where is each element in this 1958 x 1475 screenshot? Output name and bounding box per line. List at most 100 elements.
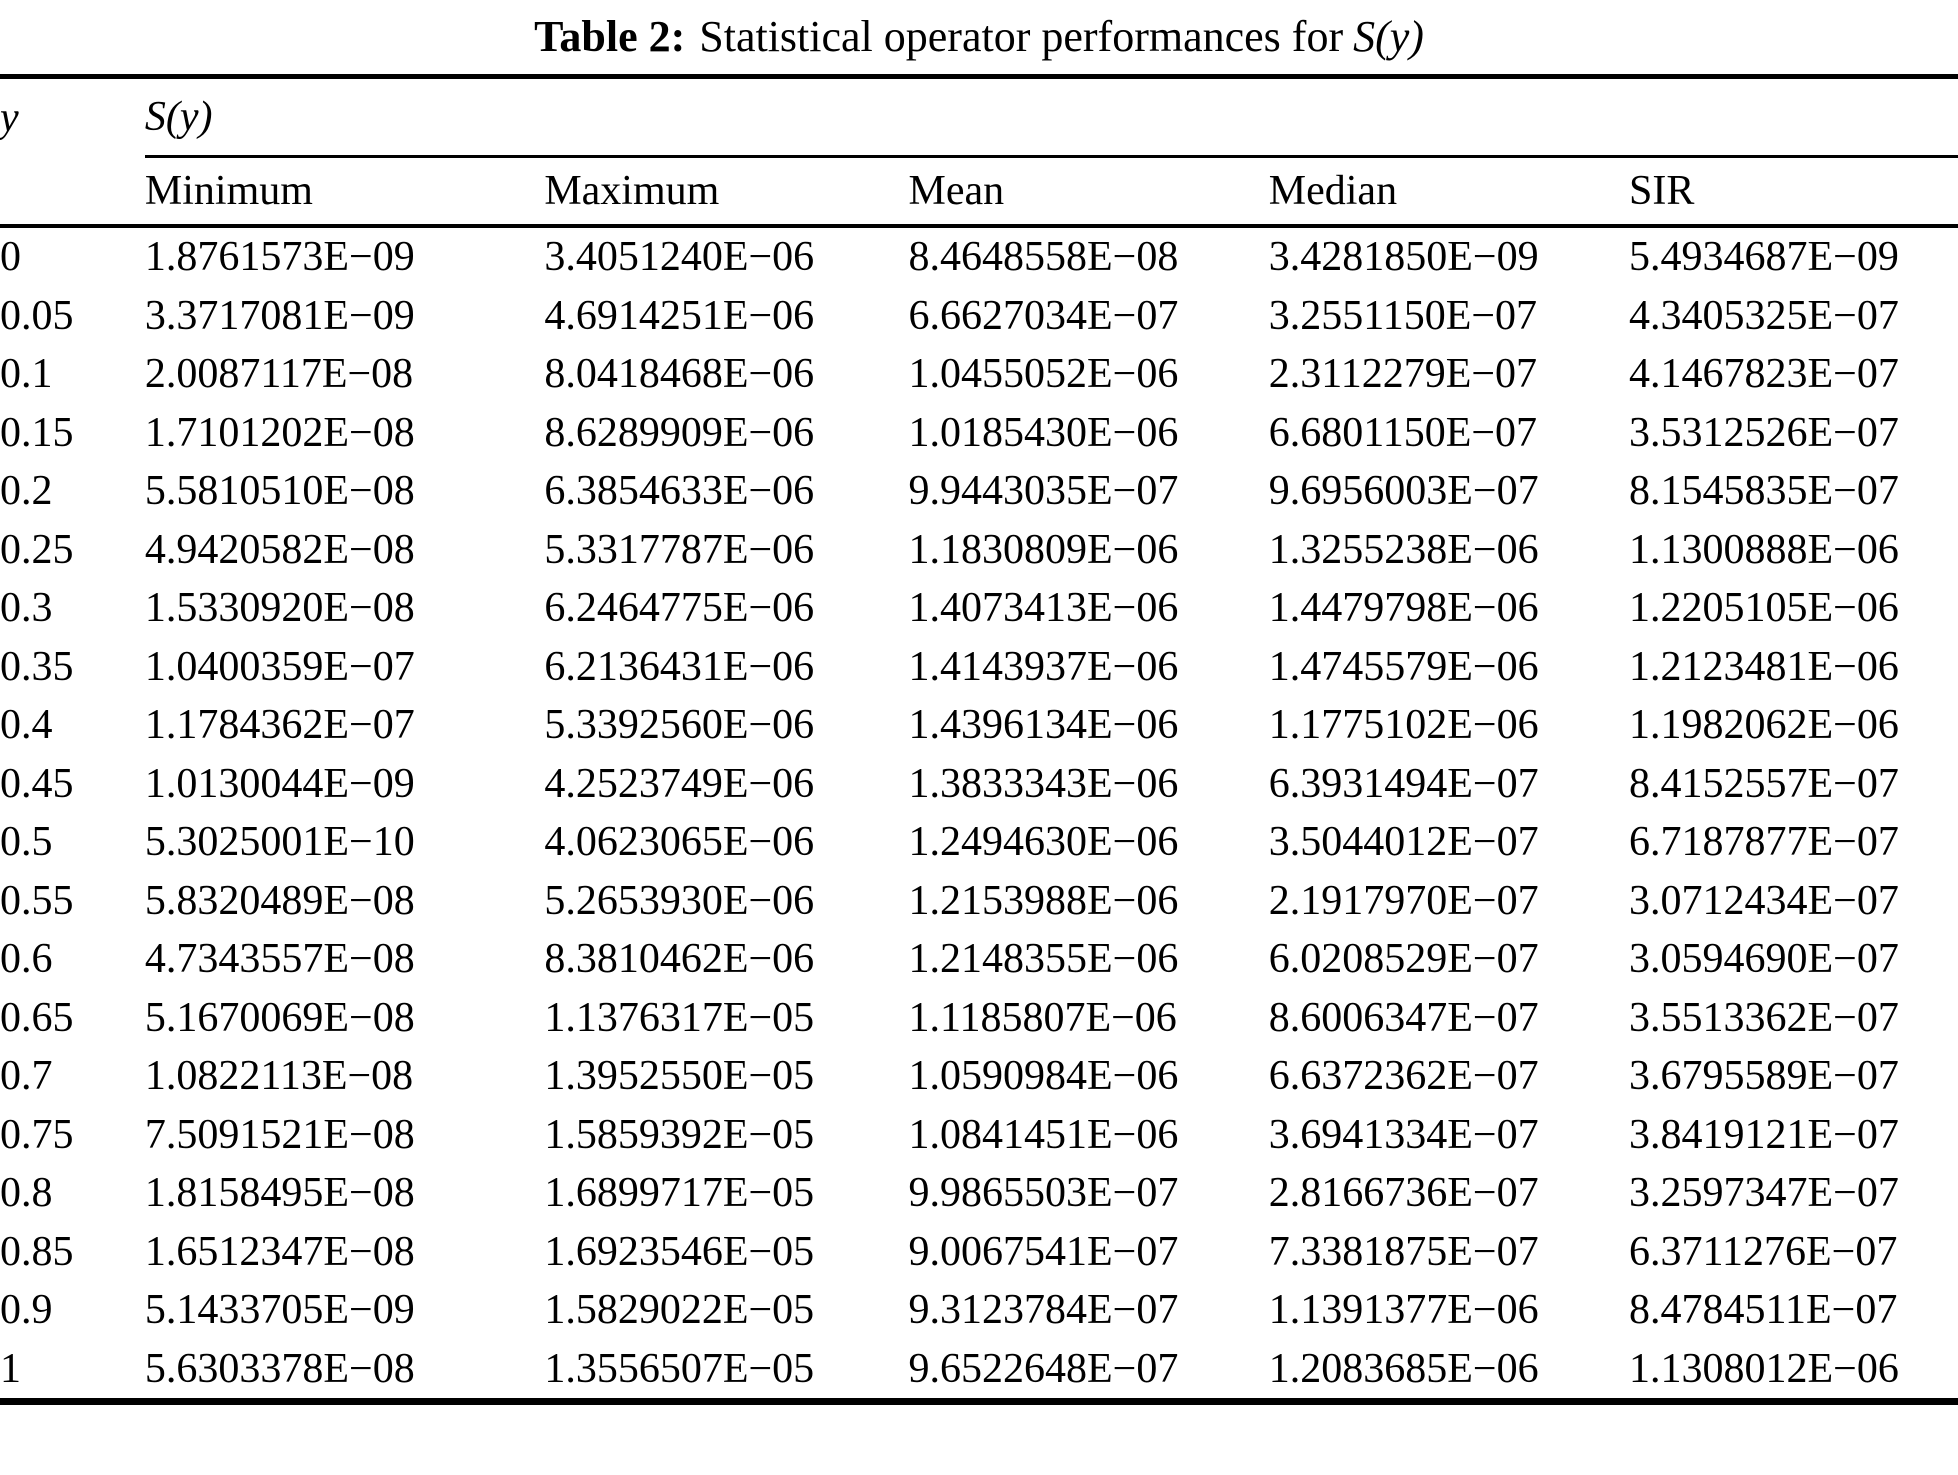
table-row: 0.85 1.6512347E−08 1.6923546E−05 9.0067541E… — [0, 1223, 1958, 1282]
table-row: 0.15 1.7101202E−08 8.6289909E−06 1.0185430E… — [0, 404, 1958, 463]
cell-value: 8.4648558E−08 — [908, 234, 1179, 281]
cell-value: 5.5810510E−08 — [144, 468, 415, 515]
cell-value: 8.1545835E−07 — [1629, 468, 1899, 515]
table-row: 0.9 5.1433705E−09 1.5829022E−05 9.3123784E−… — [0, 1281, 1958, 1340]
cell-value: 6.3931494E−07 — [1268, 760, 1539, 807]
cell-value: 1.1300888E−06 — [1629, 526, 1899, 573]
column-group-header-sy: S(y) — [144, 74, 1958, 158]
cell-value: 1.2153988E−06 — [908, 877, 1179, 924]
cell-value: 1.6512347E−08 — [144, 1228, 415, 1275]
cell-value: 1.3833343E−06 — [908, 760, 1179, 807]
cell-value: 6.6372362E−07 — [1268, 1053, 1539, 1100]
cell-value: 8.4152557E−07 — [1629, 760, 1899, 807]
cell-value: 1.4143937E−06 — [908, 643, 1179, 690]
row-y-value: 0.7 — [0, 1053, 53, 1100]
table-row: 0.7 1.0822113E−08 1.3952550E−05 1.0590984E−… — [0, 1047, 1958, 1106]
cell-value: 2.8166736E−07 — [1268, 1170, 1539, 1217]
row-y-value: 0.05 — [0, 292, 74, 339]
cell-value: 3.3717081E−09 — [144, 292, 415, 339]
row-y-value: 0.4 — [0, 702, 53, 749]
table-header: y S(y) Minimum Maximum Mean Median SIR — [0, 74, 1958, 228]
cell-value: 1.6899717E−05 — [544, 1170, 815, 1217]
cell-value: 3.5044012E−07 — [1268, 819, 1539, 866]
cell-value: 5.8320489E−08 — [144, 877, 415, 924]
cell-value: 4.7343557E−08 — [144, 936, 415, 983]
cell-value: 5.4934687E−09 — [1629, 234, 1899, 281]
cell-value: 1.0841451E−06 — [908, 1111, 1179, 1158]
cell-value: 6.3711276E−07 — [1629, 1228, 1898, 1275]
cell-value: 1.4073413E−06 — [908, 585, 1179, 632]
cell-value: 7.3381875E−07 — [1268, 1228, 1539, 1275]
table-row: 0.6 4.7343557E−08 8.3810462E−06 1.2148355E−… — [0, 930, 1958, 989]
cell-value: 4.0623065E−06 — [544, 819, 815, 866]
column-header-mean: Mean — [908, 156, 1269, 228]
cell-value: 1.5859392E−05 — [544, 1111, 815, 1158]
row-y-value: 0.1 — [0, 351, 53, 398]
table-body: 0 1.8761573E−09 3.4051240E−06 8.4648558E−08… — [0, 226, 1958, 1405]
cell-value: 9.6522648E−07 — [908, 1339, 1269, 1405]
row-y-value: 0.9 — [0, 1287, 53, 1334]
cell-value: 1.7101202E−08 — [144, 409, 415, 456]
table-row: 0.3 1.5330920E−08 6.2464775E−06 1.4073413E−… — [0, 579, 1958, 638]
cell-value: 5.1670069E−08 — [144, 994, 415, 1041]
cell-value: 1.3255238E−06 — [1268, 526, 1539, 573]
cell-value: 6.6627034E−07 — [908, 292, 1179, 339]
table-row: 0.8 1.8158495E−08 1.6899717E−05 9.9865503E−… — [0, 1164, 1958, 1223]
cell-value: 5.3392560E−06 — [544, 702, 815, 749]
cell-value: 3.5312526E−07 — [1629, 409, 1899, 456]
cell-value: 1.5829022E−05 — [544, 1287, 815, 1334]
row-y-value: 0.6 — [0, 936, 53, 983]
table-row: 0.5 5.3025001E−10 4.0623065E−06 1.2494630E−… — [0, 813, 1958, 872]
cell-value: 1.5330920E−08 — [144, 585, 415, 632]
cell-value: 5.1433705E−09 — [144, 1287, 415, 1334]
table-row: 0 1.8761573E−09 3.4051240E−06 8.4648558E−08… — [0, 226, 1958, 287]
row-y-value: 0.3 — [0, 585, 53, 632]
table-caption-math: S(y) — [1353, 12, 1424, 61]
cell-value: 1.1775102E−06 — [1268, 702, 1539, 749]
cell-value: 3.2597347E−07 — [1629, 1170, 1899, 1217]
cell-value: 6.3854633E−06 — [544, 468, 815, 515]
cell-value: 1.1376317E−05 — [544, 994, 815, 1041]
cell-value: 9.9443035E−07 — [908, 468, 1179, 515]
cell-value: 8.4784511E−07 — [1629, 1287, 1898, 1334]
cell-value: 9.0067541E−07 — [908, 1228, 1179, 1275]
cell-value: 9.6956003E−07 — [1268, 468, 1539, 515]
statistics-table: y S(y) Minimum Maximum Mean Median SIR 0… — [0, 74, 1958, 1405]
table-row: 0.4 1.1784362E−07 5.3392560E−06 1.4396134E−… — [0, 696, 1958, 755]
cell-value: 1.1308012E−06 — [1629, 1339, 1958, 1405]
cell-value: 1.1784362E−07 — [144, 702, 415, 749]
cell-value: 8.0418468E−06 — [544, 351, 815, 398]
cell-value: 5.3317787E−06 — [544, 526, 815, 573]
column-header-sir: SIR — [1629, 156, 1958, 228]
cell-value: 4.2523749E−06 — [544, 760, 815, 807]
row-y-value: 0.75 — [0, 1111, 74, 1158]
cell-value: 6.6801150E−07 — [1268, 409, 1538, 456]
cell-value: 9.9865503E−07 — [908, 1170, 1179, 1217]
cell-value: 1.4745579E−06 — [1268, 643, 1539, 690]
column-header-spacer — [0, 156, 145, 228]
column-header-row: Minimum Maximum Mean Median SIR — [0, 156, 1958, 228]
cell-value: 3.6941334E−07 — [1268, 1111, 1539, 1158]
table-caption-label: Table 2: — [534, 12, 686, 61]
cell-value: 1.0400359E−07 — [144, 643, 415, 690]
cell-value: 1.0590984E−06 — [908, 1053, 1179, 1100]
cell-value: 1.0185430E−06 — [908, 409, 1179, 456]
cell-value: 1.2123481E−06 — [1629, 643, 1899, 690]
cell-value: 5.6303378E−08 — [144, 1339, 545, 1405]
cell-value: 1.4396134E−06 — [908, 702, 1179, 749]
cell-value: 2.0087117E−08 — [144, 351, 414, 398]
column-header-median: Median — [1268, 156, 1630, 228]
table-caption-text: Statistical operator performances for — [699, 12, 1344, 61]
cell-value: 3.5513362E−07 — [1629, 994, 1899, 1041]
row-y-value: 0.25 — [0, 526, 74, 573]
row-y-value: 0.55 — [0, 877, 74, 924]
cell-value: 6.2136431E−06 — [544, 643, 815, 690]
cell-value: 1.3556507E−05 — [544, 1339, 909, 1405]
cell-value: 4.3405325E−07 — [1629, 292, 1899, 339]
table-row: 0.25 4.9420582E−08 5.3317787E−06 1.1830809E… — [0, 521, 1958, 580]
cell-value: 1.2148355E−06 — [908, 936, 1179, 983]
cell-value: 1.0130044E−09 — [144, 760, 415, 807]
cell-value: 1.0822113E−08 — [144, 1053, 414, 1100]
cell-value: 8.3810462E−06 — [544, 936, 815, 983]
